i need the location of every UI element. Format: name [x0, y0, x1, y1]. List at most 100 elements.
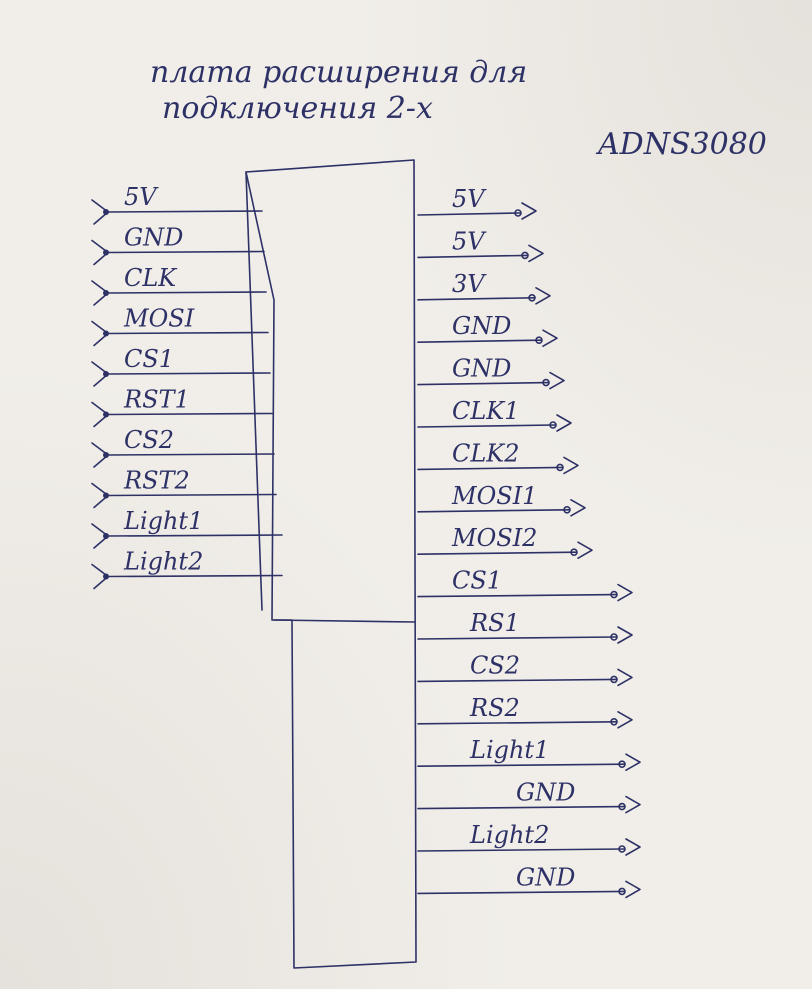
right-pin-5: CLK1	[417, 397, 572, 432]
left-pin-wire	[107, 210, 263, 213]
left-pin-label: 5V	[124, 183, 159, 211]
left-pin-label: CLK	[124, 264, 178, 292]
left-pin-9: Light2	[91, 548, 283, 590]
left-pin-dot-icon	[103, 411, 109, 418]
right-pin-dot-icon	[535, 336, 543, 345]
right-pin-arrow-icon	[625, 753, 641, 771]
right-pin-13: Light1	[417, 736, 641, 771]
left-pin-label: Light2	[123, 548, 203, 576]
right-pin-dot-icon	[618, 802, 626, 811]
board-outline	[245, 159, 417, 969]
right-pin-arrow-icon	[521, 202, 537, 220]
left-pin-dot-icon	[103, 249, 109, 256]
right-pin-arrow-icon	[535, 287, 551, 305]
right-pin-label: CS2	[470, 651, 520, 679]
left-pin-wire	[107, 331, 269, 335]
right-pin-dot-icon	[542, 378, 550, 387]
right-pin-dot-icon	[610, 675, 618, 684]
right-pin-label: 3V	[452, 270, 487, 298]
left-pin-label: CS1	[124, 345, 174, 373]
right-pin-dot-icon	[610, 717, 618, 726]
right-pin-16: GND	[417, 863, 641, 899]
right-pin-wire	[417, 805, 625, 810]
left-pin-label: Light1	[123, 507, 203, 535]
right-pin-9: CS1	[417, 567, 633, 602]
right-pin-11: CS2	[417, 651, 633, 687]
right-pin-dot-icon	[618, 845, 626, 853]
right-pin-wire	[417, 890, 625, 895]
right-pin-dot-icon	[610, 633, 618, 641]
left-pin-7: RST2	[91, 467, 277, 509]
right-pin-wire	[417, 466, 563, 471]
right-pin-wire	[417, 339, 542, 343]
right-pin-wire	[417, 212, 521, 216]
left-pin-label: GND	[124, 224, 183, 252]
right-pin-12: RS2	[417, 694, 633, 729]
right-pin-arrow-icon	[617, 583, 633, 602]
left-pin-6: CS2	[91, 426, 275, 468]
board-left-edge	[245, 171, 263, 611]
right-pin-0: 5V	[417, 185, 537, 220]
right-pin-arrow-icon	[625, 795, 641, 814]
left-pin-1: GND	[91, 224, 265, 266]
left-pin-wire	[107, 453, 275, 456]
right-pin-label: 5V	[452, 185, 487, 213]
right-pin-arrow-icon	[528, 244, 544, 263]
right-pin-1: 5V	[417, 227, 544, 263]
left-pin-dot-icon	[103, 209, 109, 215]
right-pin-wire	[417, 593, 617, 598]
right-pin-2: 3V	[417, 270, 551, 305]
board-divider	[273, 619, 415, 623]
right-pin-arrow-icon	[617, 626, 633, 644]
left-pin-dot-icon	[103, 573, 109, 580]
left-pin-wire	[107, 493, 277, 497]
right-pin-label: CLK1	[452, 397, 520, 425]
right-pin-label: GND	[516, 863, 575, 891]
right-pin-14: GND	[417, 779, 641, 814]
right-pin-wire	[417, 721, 617, 725]
left-pin-dot-icon	[103, 492, 109, 499]
right-pin-arrow-icon	[577, 541, 593, 559]
left-pin-2: CLK	[91, 264, 267, 306]
left-pin-dot-icon	[103, 290, 109, 296]
right-pin-arrow-icon	[542, 329, 558, 347]
left-pin-3: MOSI	[91, 305, 269, 347]
left-pin-4: CS1	[91, 345, 271, 387]
right-pin-dot-icon	[610, 590, 618, 599]
right-pin-arrow-icon	[625, 838, 641, 856]
right-pin-arrow-icon	[563, 456, 579, 475]
module-label: ADNS3080	[595, 127, 767, 162]
right-pin-wire	[417, 297, 535, 301]
right-pin-3: GND	[417, 312, 558, 347]
right-pin-label: RS2	[469, 694, 520, 722]
left-pin-dot-icon	[103, 371, 109, 377]
right-pin-arrow-icon	[625, 880, 641, 899]
right-pin-arrow-icon	[549, 371, 565, 390]
right-pin-dot-icon	[528, 293, 536, 302]
title-line-1: плата расширения для	[150, 55, 527, 90]
left-pin-wire	[107, 574, 283, 578]
left-pin-label: CS2	[124, 426, 174, 454]
left-pin-wire	[107, 250, 265, 254]
right-pin-label: Light2	[469, 821, 549, 849]
right-pin-label: MOSI1	[451, 482, 537, 510]
right-pin-label: RS1	[469, 609, 520, 637]
left-pin-dot-icon	[103, 533, 109, 539]
right-pin-dot-icon	[618, 760, 626, 769]
left-pin-5: RST1	[91, 386, 273, 428]
right-pin-arrow-icon	[570, 499, 586, 517]
right-pin-wire	[417, 678, 617, 683]
left-pin-dot-icon	[103, 330, 109, 337]
right-pin-label: Light1	[469, 736, 549, 764]
right-pin-wire	[417, 254, 528, 259]
right-pin-arrow-icon	[617, 668, 633, 687]
right-pin-label: CLK2	[452, 439, 520, 467]
right-pin-label: GND	[452, 312, 511, 340]
left-pins: 5V GND CLK MOSI CS1 RST1 CS2 RST2 Light1 Light2	[91, 183, 283, 590]
right-pins: 5V 5V 3V GND GND CLK1 CLK2 MOSI1 MOSI2 CS1 RS1 CS2 R…	[417, 185, 641, 899]
right-pin-label: CS1	[452, 567, 502, 595]
right-pin-8: MOSI2	[417, 524, 593, 559]
right-pin-wire	[417, 763, 625, 767]
